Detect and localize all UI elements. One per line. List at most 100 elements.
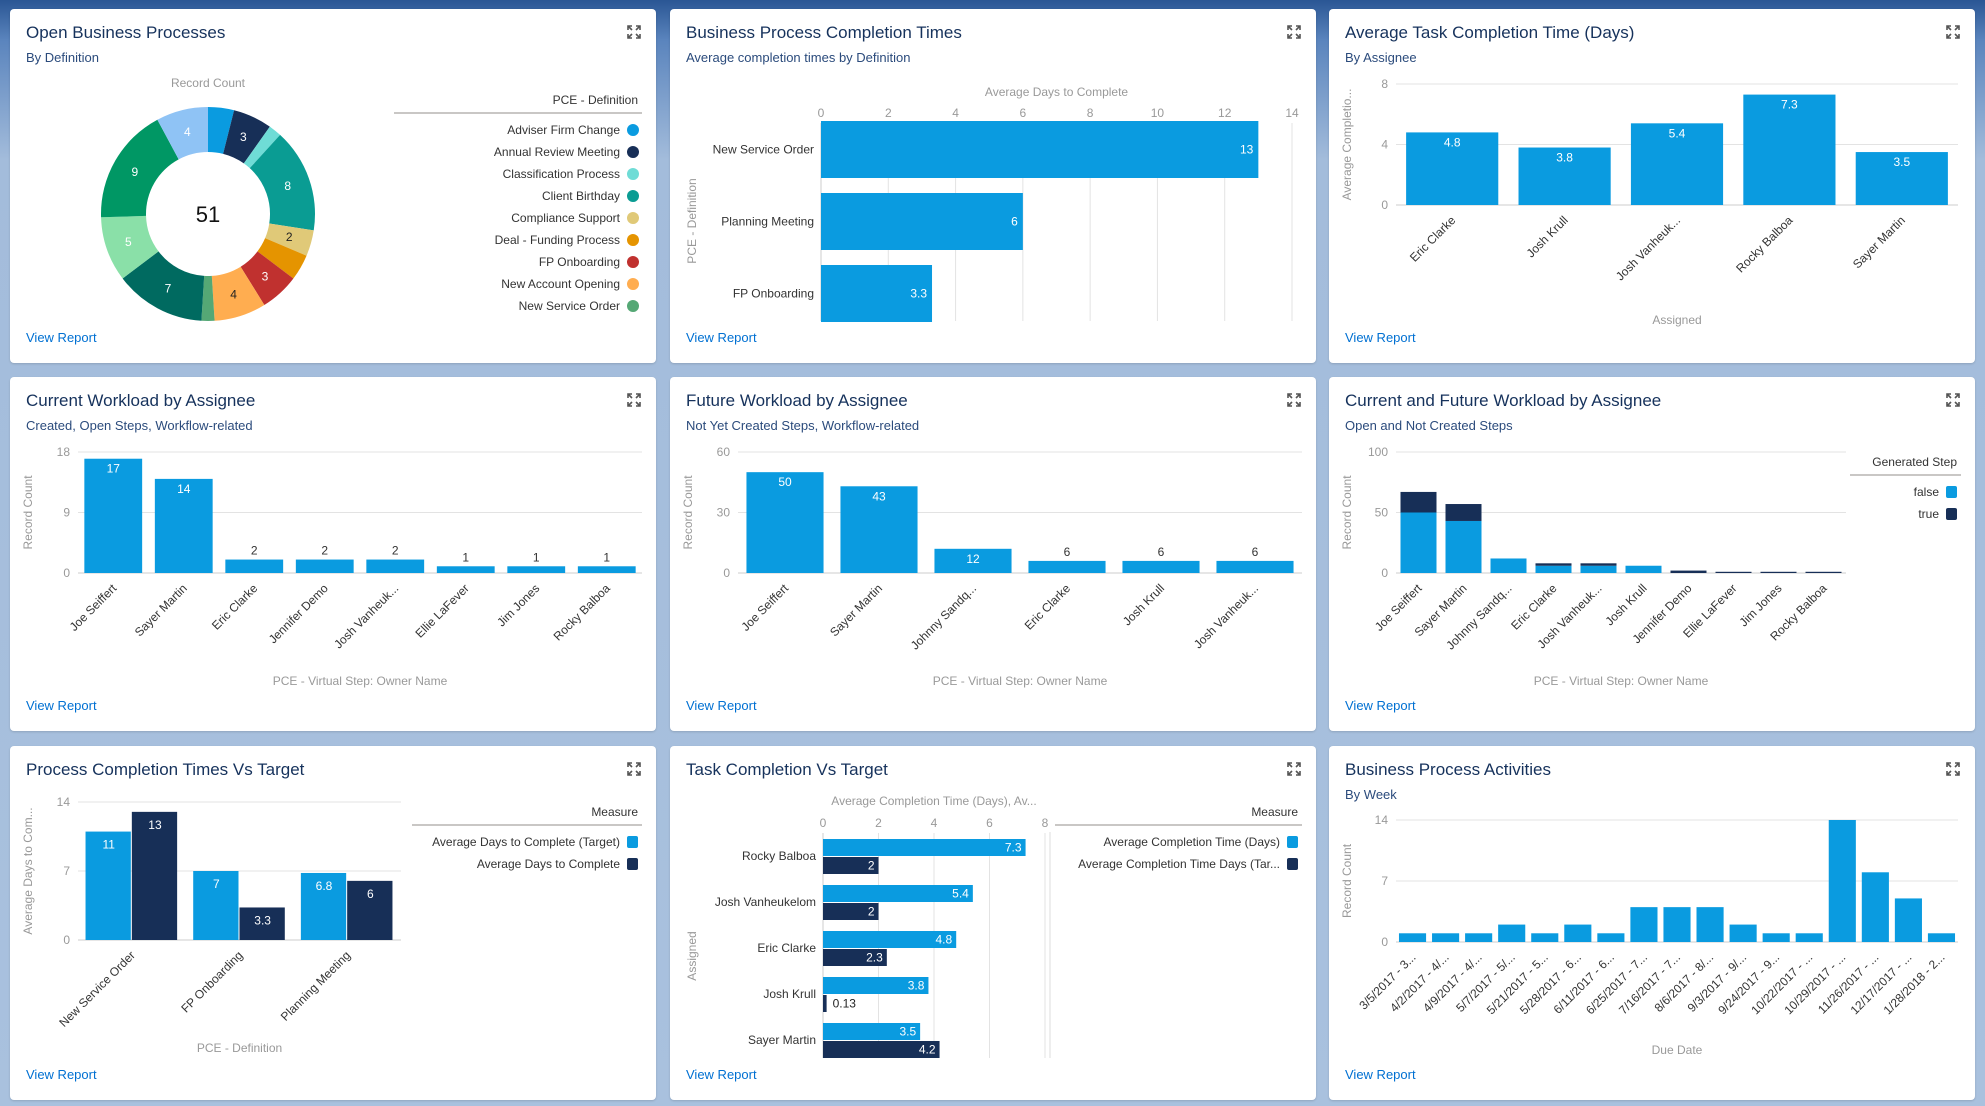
expand-icon[interactable] (1946, 762, 1960, 776)
donut-slice[interactable] (122, 251, 205, 321)
bar[interactable] (821, 193, 1023, 250)
bar[interactable] (85, 831, 131, 940)
donut-slice[interactable] (223, 110, 270, 164)
legend-item[interactable]: Average Completion Time (Days) (1103, 835, 1298, 849)
bar[interactable] (823, 1041, 940, 1058)
bar-segment-true[interactable] (1580, 563, 1617, 566)
expand-icon[interactable] (627, 393, 641, 407)
bar[interactable] (1630, 907, 1658, 942)
legend-item[interactable]: true (1918, 507, 1957, 521)
donut-slice[interactable] (101, 119, 179, 218)
bar[interactable] (577, 566, 636, 573)
bar[interactable] (823, 995, 827, 1012)
bar[interactable] (1743, 94, 1836, 205)
bar-segment-false[interactable] (1535, 565, 1572, 573)
bar-segment-true[interactable] (1670, 570, 1707, 573)
bar[interactable] (1028, 560, 1106, 573)
donut-slice[interactable] (240, 251, 294, 305)
bar[interactable] (1398, 933, 1427, 942)
legend-item[interactable]: Client Birthday (542, 189, 639, 203)
bar[interactable] (1762, 933, 1790, 942)
bar[interactable] (225, 559, 284, 573)
legend-item[interactable] (627, 344, 639, 356)
bar[interactable] (823, 949, 887, 966)
legend-item[interactable]: false (1914, 485, 1957, 499)
bar[interactable] (239, 907, 285, 940)
bar-segment-true[interactable] (1760, 571, 1797, 573)
bar-segment-true[interactable] (1445, 504, 1482, 521)
legend-item[interactable]: Classification Process (503, 167, 639, 181)
bar[interactable] (1564, 924, 1592, 942)
bar[interactable] (193, 871, 239, 940)
bar[interactable] (1894, 898, 1922, 942)
bar[interactable] (1696, 907, 1724, 942)
bar[interactable] (300, 872, 347, 940)
bar[interactable] (347, 880, 393, 940)
view-report-link[interactable]: View Report (26, 330, 97, 345)
bar[interactable] (1406, 132, 1499, 205)
legend-item[interactable]: Average Days to Complete (477, 857, 638, 871)
view-report-link[interactable]: View Report (686, 330, 757, 345)
bar[interactable] (1518, 147, 1611, 205)
bar-segment-false[interactable] (1580, 565, 1617, 573)
legend-item[interactable]: New Service Order (519, 299, 639, 313)
bar[interactable] (823, 977, 929, 994)
bar[interactable] (1216, 560, 1294, 573)
bar-segment-false[interactable] (1625, 565, 1662, 573)
legend-item[interactable]: Deal - Funding Process (495, 233, 639, 247)
bar[interactable] (1531, 933, 1559, 942)
bar[interactable] (131, 811, 178, 940)
legend-item[interactable]: Average Completion Time Days (Tar... (1078, 857, 1298, 871)
bar[interactable] (366, 559, 425, 573)
bar[interactable] (823, 885, 973, 902)
bar[interactable] (1795, 933, 1823, 942)
bar-segment-false[interactable] (1445, 520, 1482, 573)
bar[interactable] (934, 548, 1012, 573)
legend-item[interactable]: Average Days to Complete (Target) (432, 835, 638, 849)
bar[interactable] (295, 559, 354, 573)
bar-segment-true[interactable] (1715, 571, 1752, 573)
donut-slice[interactable] (257, 238, 307, 279)
bar[interactable] (821, 265, 933, 322)
expand-icon[interactable] (1946, 393, 1960, 407)
legend-item[interactable]: Planning Meeting (527, 321, 639, 335)
legend-item[interactable]: Compliance Support (511, 211, 639, 225)
bar[interactable] (1597, 933, 1625, 942)
bar[interactable] (1663, 907, 1691, 942)
bar[interactable] (1861, 872, 1889, 942)
view-report-link[interactable]: View Report (686, 698, 757, 713)
bar[interactable] (154, 478, 213, 573)
bar[interactable] (1927, 933, 1956, 942)
bar[interactable] (1122, 560, 1200, 573)
bar-segment-true[interactable] (1400, 491, 1437, 513)
bar[interactable] (840, 486, 918, 573)
view-report-link[interactable]: View Report (1345, 330, 1416, 345)
view-report-link[interactable]: View Report (1345, 698, 1416, 713)
expand-icon[interactable] (1287, 25, 1301, 39)
bar[interactable] (746, 472, 824, 573)
expand-icon[interactable] (1287, 393, 1301, 407)
bar[interactable] (1432, 933, 1460, 942)
donut-slice[interactable] (249, 134, 315, 231)
bar[interactable] (436, 566, 495, 573)
view-report-link[interactable]: View Report (26, 1067, 97, 1082)
bar[interactable] (1828, 820, 1856, 942)
bar[interactable] (507, 566, 566, 573)
view-report-link[interactable]: View Report (1345, 1067, 1416, 1082)
bar[interactable] (823, 1023, 921, 1040)
bar[interactable] (84, 458, 143, 573)
legend-item[interactable]: Adviser Firm Change (507, 123, 639, 137)
bar[interactable] (1498, 924, 1526, 942)
expand-icon[interactable] (627, 762, 641, 776)
legend-item[interactable]: Annual Review Meeting (494, 145, 639, 159)
donut-slice[interactable] (211, 266, 265, 321)
bar[interactable] (1729, 924, 1757, 942)
bar-segment-true[interactable] (1535, 563, 1572, 566)
legend-item[interactable]: FP Onboarding (539, 255, 639, 269)
expand-icon[interactable] (1287, 762, 1301, 776)
donut-slice[interactable] (208, 107, 235, 154)
bar-segment-true[interactable] (1805, 571, 1842, 573)
expand-icon[interactable] (1946, 25, 1960, 39)
legend-item[interactable]: New Account Opening (501, 277, 639, 291)
donut-slice[interactable] (265, 223, 314, 256)
